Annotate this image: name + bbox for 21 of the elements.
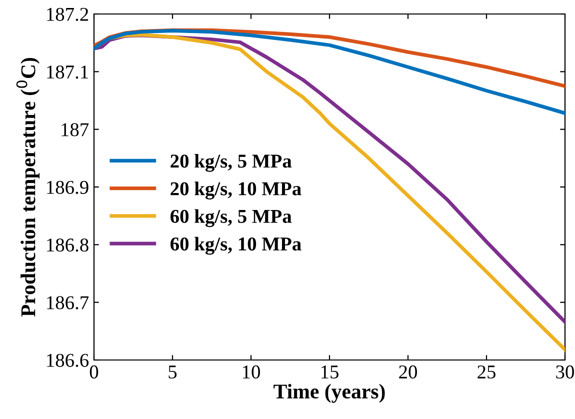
legend-label: 60 kg/s, 5 MPa	[170, 209, 292, 228]
y-tick-label: 187.1	[47, 65, 88, 79]
x-tick-label: 15	[321, 366, 338, 379]
y-tick-label: 187	[62, 123, 89, 136]
legend-label: 20 kg/s, 5 MPa	[170, 154, 292, 172]
x-tick-label: 30	[556, 365, 574, 379]
y-tick-label: 186.9	[47, 180, 88, 194]
x-axis-title: Time (years)	[274, 384, 385, 403]
y-tick-label: 187.2	[47, 8, 88, 22]
x-tick-label: 5	[168, 366, 177, 379]
y-tick-label: 186.7	[47, 296, 89, 310]
legend-label: 60 kg/s, 10 MPa	[170, 236, 302, 255]
legend-label: 20 kg/s, 10 MPa	[170, 182, 302, 200]
x-tick-label: 10	[242, 365, 260, 379]
x-tick-label: 25	[478, 365, 496, 379]
line-series	[94, 28, 565, 115]
x-tick-label: 0	[90, 365, 98, 379]
y-tick-label: 186.6	[47, 354, 89, 368]
y-axis-title: Production temperature ($^{0}$C)	[16, 58, 40, 317]
y-tick-label: 186.8	[47, 238, 88, 252]
x-tick-label: 20	[399, 365, 417, 379]
